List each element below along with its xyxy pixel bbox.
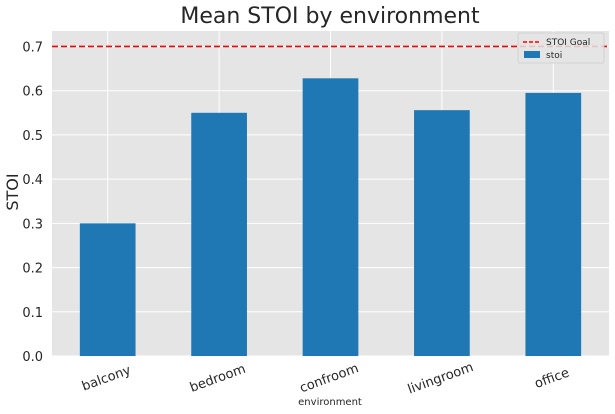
x-tick-label: livingroom — [406, 360, 476, 398]
bar-livingroom — [414, 110, 470, 356]
y-tick-label: 0.4 — [22, 173, 43, 188]
bar-office — [525, 92, 582, 357]
bar-bedroom — [191, 112, 247, 356]
y-tick-label: 0.0 — [22, 350, 43, 365]
x-tick-label: confroom — [298, 361, 361, 396]
y-tick-label: 0.5 — [22, 129, 43, 144]
y-tick-label: 0.2 — [22, 262, 43, 277]
x-tick-label: office — [533, 366, 572, 392]
legend-goal-label: STOI Goal — [546, 38, 590, 48]
x-axis-label: environment — [298, 397, 362, 408]
chart-title: Mean STOI by environment — [180, 4, 480, 29]
x-tick-label: bedroom — [188, 362, 248, 396]
legend-stoi-swatch — [524, 51, 540, 58]
y-axis-label: STOI — [3, 173, 22, 210]
y-tick-label: 0.1 — [22, 306, 43, 321]
y-tick-label: 0.6 — [22, 85, 43, 100]
x-tick-label: balcony — [80, 363, 133, 395]
y-tick-label: 0.7 — [22, 40, 43, 55]
legend-stoi-label: stoi — [546, 51, 562, 61]
y-tick-label: 0.3 — [22, 217, 43, 232]
bar-confroom — [302, 78, 359, 356]
bar-balcony — [79, 223, 136, 356]
